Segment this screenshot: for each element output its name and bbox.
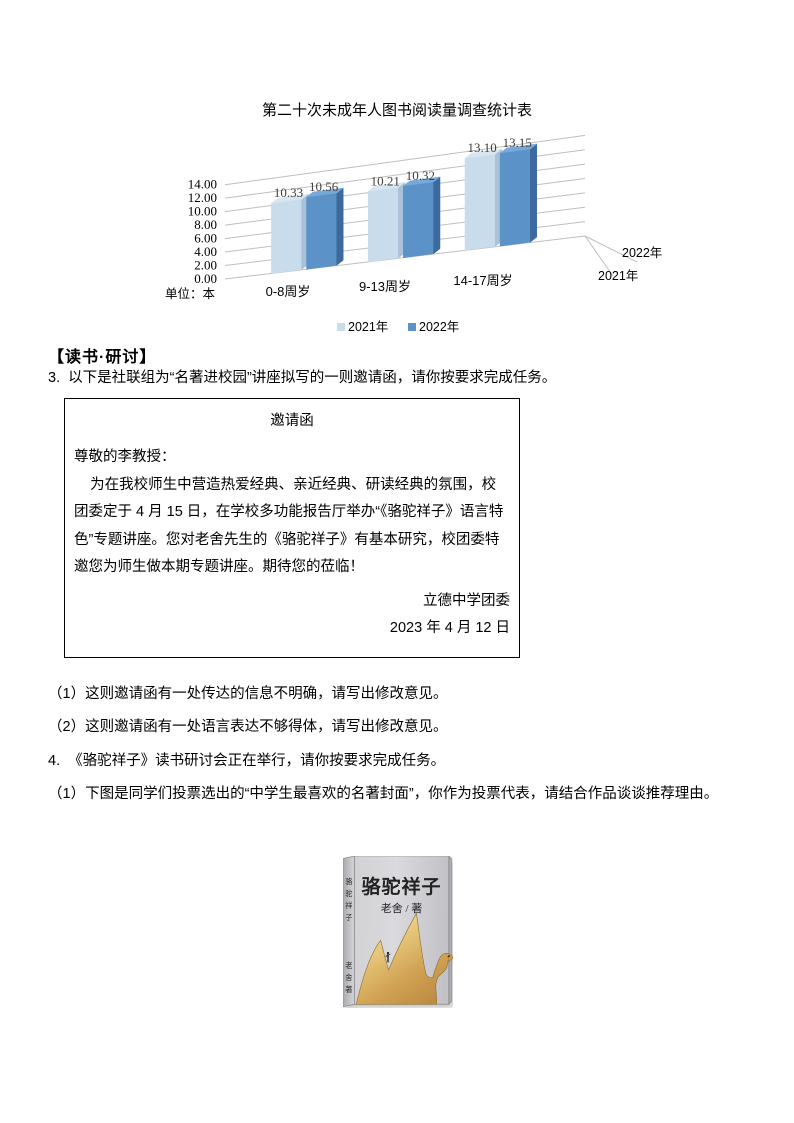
svg-text:2022年: 2022年 [419,320,459,334]
svg-text:祥: 祥 [345,901,352,910]
svg-text:单位：本: 单位：本 [165,286,216,301]
svg-text:2021年: 2021年 [598,269,638,283]
svg-text:10.21: 10.21 [371,173,400,188]
svg-text:8.00: 8.00 [194,217,217,232]
svg-text:10.00: 10.00 [188,204,217,219]
svg-text:10.33: 10.33 [274,185,303,200]
svg-text:0.00: 0.00 [194,271,217,286]
svg-text:4.00: 4.00 [194,244,217,259]
svg-text:10.56: 10.56 [309,179,339,194]
svg-text:0-8周岁: 0-8周岁 [266,284,311,299]
svg-text:驼: 驼 [345,889,352,898]
svg-text:9-13周岁: 9-13周岁 [359,279,411,294]
svg-text:2.00: 2.00 [194,258,217,273]
svg-text:骆: 骆 [345,877,353,886]
svg-text:13.15: 13.15 [503,135,532,150]
svg-text:10.32: 10.32 [406,168,435,183]
svg-text:14.00: 14.00 [188,177,217,192]
svg-text:著: 著 [345,985,352,994]
svg-text:子: 子 [345,914,352,922]
svg-text:老: 老 [345,961,352,970]
svg-text:2022年: 2022年 [622,246,662,260]
svg-text:老舍 / 著: 老舍 / 著 [380,901,422,915]
svg-text:2021年: 2021年 [348,320,388,334]
svg-text:12.00: 12.00 [188,190,217,205]
svg-text:第二十次未成年人图书阅读量调查统计表: 第二十次未成年人图书阅读量调查统计表 [262,101,532,119]
svg-text:6.00: 6.00 [194,231,217,246]
svg-text:13.10: 13.10 [467,140,496,155]
svg-text:骆驼祥子: 骆驼祥子 [361,875,441,898]
svg-text:14-17周岁: 14-17周岁 [453,273,512,288]
svg-text:舍: 舍 [345,973,352,982]
